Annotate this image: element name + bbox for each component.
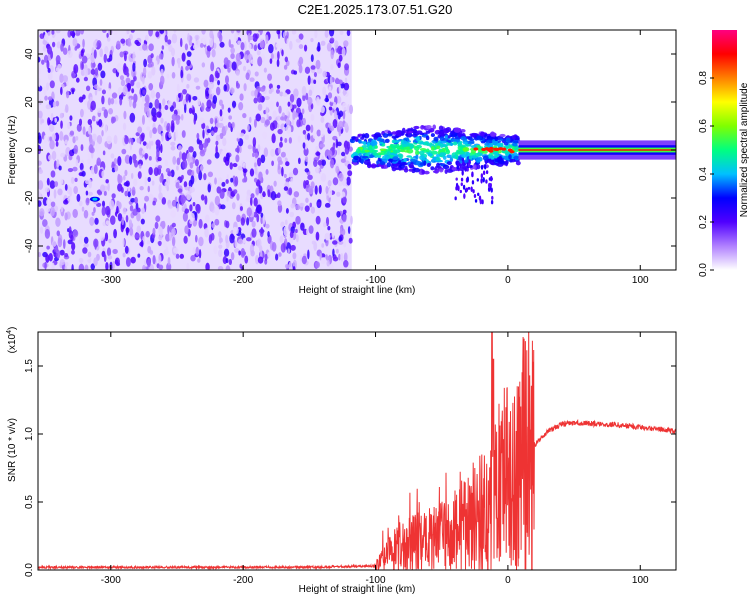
snr-x-tick-label: 0 bbox=[505, 575, 511, 586]
figure-title: C2E1.2025.173.07.51.G20 bbox=[297, 2, 453, 17]
snr-frame bbox=[37, 331, 677, 571]
carrier-band bbox=[518, 140, 676, 160]
spectrogram-y-axis-label: Frequency (Hz) bbox=[7, 116, 18, 185]
spectrogram-x-tick-label: -100 bbox=[366, 275, 386, 286]
colorbar-gradient bbox=[712, 30, 737, 270]
spectrogram-x-tick-label: -300 bbox=[101, 275, 121, 286]
noise-speckle bbox=[38, 30, 354, 270]
spectrogram-x-tick-label: 100 bbox=[632, 275, 649, 286]
spectrogram-y-tick-label: -20 bbox=[24, 190, 35, 205]
snr-x-axis-label: Height of straight line (km) bbox=[299, 584, 416, 595]
colorbar-tick-label: 0.4 bbox=[698, 167, 709, 181]
snr-y-tick-label: 0.5 bbox=[24, 495, 35, 509]
spectrogram-x-axis-label: Height of straight line (km) bbox=[299, 285, 416, 296]
snr-multiplier: (x104) bbox=[6, 327, 18, 354]
spectrogram-y-ticks: -40 -20 0 20 40 bbox=[24, 48, 676, 253]
snr-panel: -300 -200 -100 0 100 0.0 0.5 1.0 1.5 Height of … bbox=[6, 327, 677, 595]
signal-band bbox=[349, 124, 521, 205]
colorbar-tick-label: 0.6 bbox=[698, 119, 709, 133]
spectrogram-x-tick-label: -200 bbox=[233, 275, 253, 286]
snr-x-tick-label: 100 bbox=[632, 575, 649, 586]
colorbar-tick-label: 0.8 bbox=[698, 71, 709, 85]
snr-x-tick-label: -100 bbox=[366, 575, 386, 586]
colorbar-label: Normalized spectral amplitude bbox=[739, 82, 750, 217]
colorbar-ticks: 0.0 0.2 0.4 0.6 0.8 bbox=[698, 71, 714, 277]
spectrogram-y-tick-label: 0 bbox=[24, 147, 35, 153]
spectrogram-y-tick-label: -40 bbox=[24, 238, 35, 253]
spectrogram-heatmap bbox=[38, 30, 676, 270]
snr-y-tick-label: 1.5 bbox=[24, 359, 35, 373]
snr-series-line bbox=[38, 332, 676, 570]
snr-y-ticks: 0.0 0.5 1.0 1.5 bbox=[24, 359, 676, 577]
spectrogram-y-tick-label: 20 bbox=[24, 96, 35, 108]
snr-x-ticks: -300 -200 -100 0 100 bbox=[101, 332, 649, 586]
colorbar: 0.0 0.2 0.4 0.6 0.8 Normalized spectral ampl… bbox=[698, 30, 750, 277]
snr-x-tick-label: -200 bbox=[233, 575, 253, 586]
spectrogram-x-ticks: -300 -200 -100 0 100 bbox=[101, 30, 649, 286]
colorbar-tick-label: 0.0 bbox=[698, 263, 709, 277]
spectrogram-y-tick-label: 40 bbox=[24, 48, 35, 60]
snr-x-tick-label: -300 bbox=[101, 575, 121, 586]
snr-y-axis-label: SNR (10 * v/v) bbox=[7, 418, 18, 482]
snr-y-tick-label: 0.0 bbox=[24, 563, 35, 577]
colorbar-tick-label: 0.2 bbox=[698, 215, 709, 229]
snr-y-tick-label: 1.0 bbox=[24, 427, 35, 441]
spectrogram-x-tick-label: 0 bbox=[505, 275, 511, 286]
